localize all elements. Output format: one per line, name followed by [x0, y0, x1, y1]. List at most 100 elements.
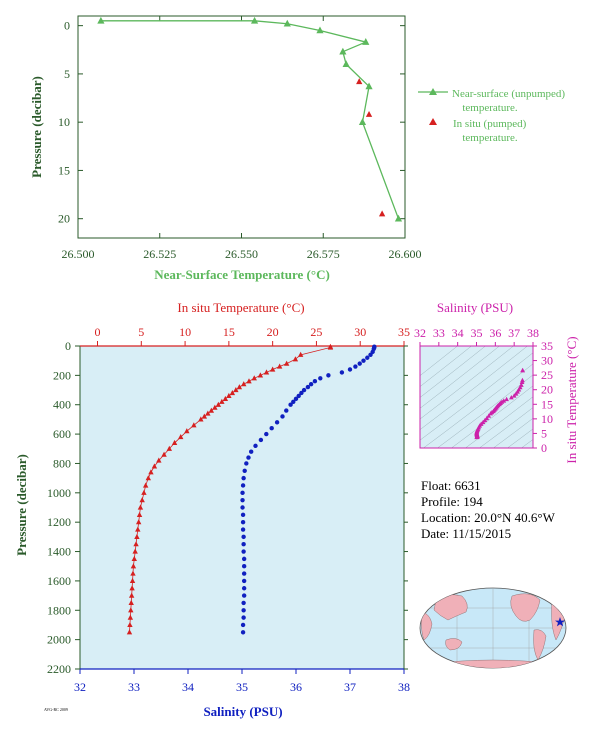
salinity-point: [308, 381, 314, 387]
near-surface-unpumped-point: [316, 26, 324, 34]
temperature-point: [141, 489, 147, 495]
ts-y-tick-label: 30: [541, 354, 553, 368]
salinity-tick-label: 37: [344, 680, 356, 694]
temperature-point: [184, 428, 190, 434]
salinity-point: [240, 505, 245, 510]
temperature-point: [135, 526, 141, 532]
salinity-point: [241, 600, 246, 606]
salinity-point: [248, 449, 254, 454]
temperature-point: [130, 563, 137, 569]
density-contour: [420, 346, 514, 420]
temperature-point: [191, 422, 197, 428]
near-surface-legend: Near-surface (unpumped) temperature. In …: [418, 88, 565, 144]
ts-y-tick-label: 20: [541, 383, 553, 397]
ts-point: [474, 434, 480, 440]
credit-text: AVG-RC 2009: [44, 707, 68, 712]
profile-bottom-axis-label: Salinity (PSU): [203, 704, 282, 719]
salinity-point: [241, 534, 246, 540]
salinity-point: [339, 370, 345, 375]
density-contour: [521, 439, 533, 448]
salinity-tick-label: 35: [236, 680, 248, 694]
profile-number-label: Profile:: [421, 494, 460, 509]
temperature-point: [128, 599, 134, 606]
near-surface-unpumped-point: [342, 60, 350, 68]
temperature-point: [139, 497, 145, 503]
near-surface-x-tick-label: 26.575: [307, 247, 340, 261]
legend-marker-pumped: [429, 118, 437, 125]
ts-x-tick-label: 32: [414, 326, 426, 340]
temperature-point: [137, 504, 144, 510]
temperature-tick-label: 25: [310, 325, 322, 339]
ts-x-tick-label: 35: [471, 326, 483, 340]
salinity-tick-label: 38: [398, 680, 410, 694]
temperature-point: [178, 434, 184, 440]
profile-y-axis-label: Pressure (decibar): [14, 454, 29, 556]
salinity-point: [242, 468, 247, 473]
ts-point: [519, 379, 525, 384]
temperature-point: [246, 378, 252, 384]
near-surface-y-tick-label: 10: [58, 115, 70, 129]
temperature-point: [251, 375, 257, 381]
density-contour: [507, 428, 533, 448]
date-value: 11/15/2015: [452, 526, 512, 541]
near-surface-unpumped-line: [100, 20, 400, 219]
near-surface-x-tick-label: 26.600: [389, 247, 422, 261]
map-south-america: [533, 629, 547, 661]
temperature-point: [131, 555, 137, 561]
salinity-point: [264, 431, 269, 437]
near-surface-unpumped-point: [97, 16, 105, 24]
density-contour: [437, 374, 533, 448]
salinity-point: [253, 443, 258, 449]
legend-label-pumped-2: temperature.: [462, 132, 518, 144]
salinity-point: [240, 519, 246, 525]
ts-points: [474, 367, 525, 440]
temperature-point: [233, 387, 239, 393]
location-label: Location:: [421, 510, 471, 525]
location-value: 20.0°N 40.6°W: [474, 510, 555, 525]
near-surface-y-tick-label: 0: [64, 19, 70, 33]
temperature-point: [283, 360, 290, 366]
temperature-point: [166, 445, 173, 451]
ts-y-tick-label: 10: [541, 412, 553, 426]
temperature-point: [219, 398, 225, 404]
temperature-point: [292, 356, 299, 362]
salinity-point: [240, 483, 246, 488]
temperature-point: [129, 577, 136, 584]
temperature-point: [127, 621, 133, 628]
temperature-point: [134, 533, 140, 539]
float-id-label: Float:: [421, 478, 452, 493]
pressure-tick-label: 400: [53, 398, 71, 412]
salinity-point: [240, 622, 246, 628]
ts-point: [488, 411, 493, 416]
temperature-point: [297, 351, 304, 357]
temperature-point: [215, 401, 222, 407]
near-surface-unpumped-point: [283, 19, 291, 27]
world-map: [419, 587, 567, 669]
temperature-point: [126, 629, 133, 635]
temperature-point: [133, 541, 139, 547]
salinity-point: [241, 578, 247, 584]
temperature-point: [263, 369, 270, 375]
ts-x-tick-label: 33: [433, 326, 445, 340]
salinity-point: [240, 512, 246, 518]
near-surface-x-tick-label: 26.525: [143, 247, 176, 261]
temperature-point: [148, 469, 154, 475]
near-surface-y-tick-label: 20: [58, 212, 70, 226]
salinity-point: [361, 358, 366, 363]
salinity-point: [241, 475, 246, 481]
pressure-tick-label: 2200: [47, 662, 71, 676]
temperature-point: [127, 614, 134, 620]
near-surface-panel: 26.500 26.525 26.550 26.575 26.600 05101520 …: [29, 15, 565, 282]
ts-x-tick-label: 34: [452, 326, 464, 340]
temperature-series: [126, 343, 334, 635]
near-surface-y-axis-label: Pressure (decibar): [29, 76, 44, 178]
map-north-america: [510, 593, 541, 622]
float-location-star-icon: [555, 617, 565, 627]
temperature-point: [222, 395, 229, 401]
salinity-point: [241, 549, 246, 554]
salinity-tick-label: 33: [128, 680, 140, 694]
ts-x-tick-label: 38: [527, 326, 539, 340]
salinity-point: [353, 364, 358, 369]
salinity-point: [293, 396, 299, 402]
